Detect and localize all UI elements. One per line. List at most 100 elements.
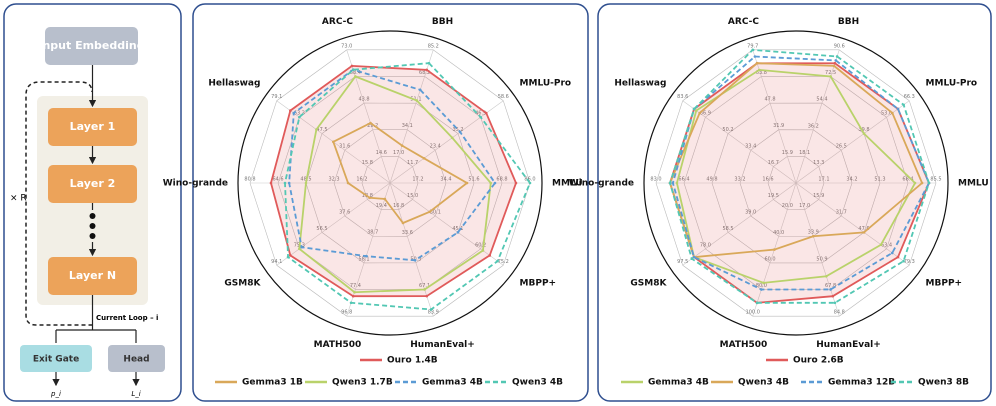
dot [89, 233, 96, 239]
tick-label: 33.9 [808, 230, 819, 236]
exit-output: p_i [50, 390, 61, 398]
series-point [811, 234, 815, 238]
tick-label: 20.0 [782, 203, 793, 209]
series-point [287, 181, 291, 185]
tick-label: 35.2 [452, 127, 463, 133]
tick-label: 13.3 [813, 160, 824, 166]
series-point [400, 144, 404, 147]
series-point [425, 68, 429, 72]
tick-label: 47.5 [316, 127, 327, 133]
axis-line [389, 49, 434, 184]
series-point [304, 181, 308, 185]
axis-label: MATH500 [720, 340, 768, 350]
tick-label: 50.9 [816, 256, 827, 262]
dot [89, 223, 96, 229]
tick-label: 47.6 [858, 226, 869, 232]
tick-label: 15.9 [782, 150, 793, 156]
series-point [879, 243, 883, 247]
tick-label: 17.0 [393, 150, 404, 156]
loop-arrow [25, 81, 93, 326]
series-point [351, 68, 355, 72]
tick-label: 19.5 [768, 193, 779, 199]
tick-label: 84.8 [834, 310, 845, 316]
series-point [891, 111, 894, 115]
legend-label: Gemma3 1B [242, 378, 303, 388]
tick-label: 75.2 [498, 259, 509, 265]
tick-label: 58.5 [722, 226, 733, 232]
diagram: Input Embedding Layer 1 Layer 2 Layer N … [10, 27, 165, 398]
series-point [829, 288, 832, 291]
series-point [349, 301, 353, 305]
axis-line [682, 100, 797, 184]
tick-label: 26.5 [836, 144, 847, 150]
axis-line [389, 182, 434, 317]
series-point [692, 255, 696, 259]
series-point [364, 254, 368, 258]
axis-label: MBPP+ [926, 278, 963, 288]
series-point [862, 132, 866, 135]
tick-label: 73.0 [341, 43, 352, 49]
series-point [920, 181, 924, 185]
exit-box [20, 345, 92, 372]
legend-label: Gemma3 4B [648, 378, 709, 388]
connector [55, 295, 137, 343]
tick-label: 16.2 [356, 177, 367, 183]
axis-label: Hellaswag [614, 79, 666, 89]
tick-label: 30.1 [430, 209, 441, 215]
tick-label: 85.5 [930, 177, 941, 183]
series-point [668, 181, 672, 185]
head-label: Head [123, 355, 149, 365]
legend-label: Ouro 1.4B [387, 356, 438, 366]
tick-label: 63.8 [756, 70, 767, 76]
series-point [825, 274, 828, 278]
series-point [489, 181, 493, 185]
tick-label: 79.1 [271, 94, 282, 100]
tick-label: 79.7 [747, 43, 758, 49]
tick-label: 100.0 [746, 310, 760, 316]
series-point [383, 197, 387, 201]
axis-line [795, 182, 910, 266]
series-point [292, 111, 296, 115]
tick-label: 17.1 [818, 177, 829, 183]
series-point [401, 221, 405, 225]
tick-label: 97.5 [677, 259, 688, 265]
tick-label: 67.1 [419, 283, 430, 289]
panel [3, 3, 182, 402]
series-point [829, 75, 832, 78]
tick-label: 33.6 [402, 230, 413, 236]
series-point [833, 61, 837, 65]
dot [89, 213, 96, 219]
series-point [346, 181, 350, 185]
series-point [428, 210, 431, 214]
tick-label: 47.8 [764, 97, 775, 103]
tick-label: 14.6 [376, 150, 387, 156]
tick-label: 77.4 [350, 283, 361, 289]
tick-label: 66.3 [904, 94, 915, 100]
series-point [418, 88, 422, 92]
series-point [351, 294, 355, 298]
tick-label: 66.4 [678, 177, 689, 183]
series-point [694, 109, 698, 112]
series-point [331, 140, 335, 144]
series-point [484, 111, 488, 115]
series-point [289, 109, 292, 112]
series-point [456, 231, 460, 234]
tick-label: 63.3 [294, 111, 305, 117]
tick-label: 54.4 [816, 97, 827, 103]
axis-label: MBPP+ [520, 278, 557, 288]
outer-ring [643, 30, 949, 336]
series-point [913, 181, 917, 185]
axis-label: Wino-grande [569, 179, 634, 189]
series-point [429, 308, 433, 311]
panel [192, 3, 589, 402]
series-point [927, 181, 931, 185]
series-point [528, 181, 532, 185]
axis-label: Hellaswag [208, 79, 260, 89]
tick-label: 29.2 [367, 123, 378, 129]
axis-label: HumanEval+ [816, 340, 881, 350]
series-point [835, 55, 839, 58]
tick-label: 31.6 [339, 144, 350, 150]
series-point [896, 107, 900, 111]
legend-label: Qwen3 4B [738, 378, 789, 388]
tick-label: 31.9 [773, 123, 784, 129]
